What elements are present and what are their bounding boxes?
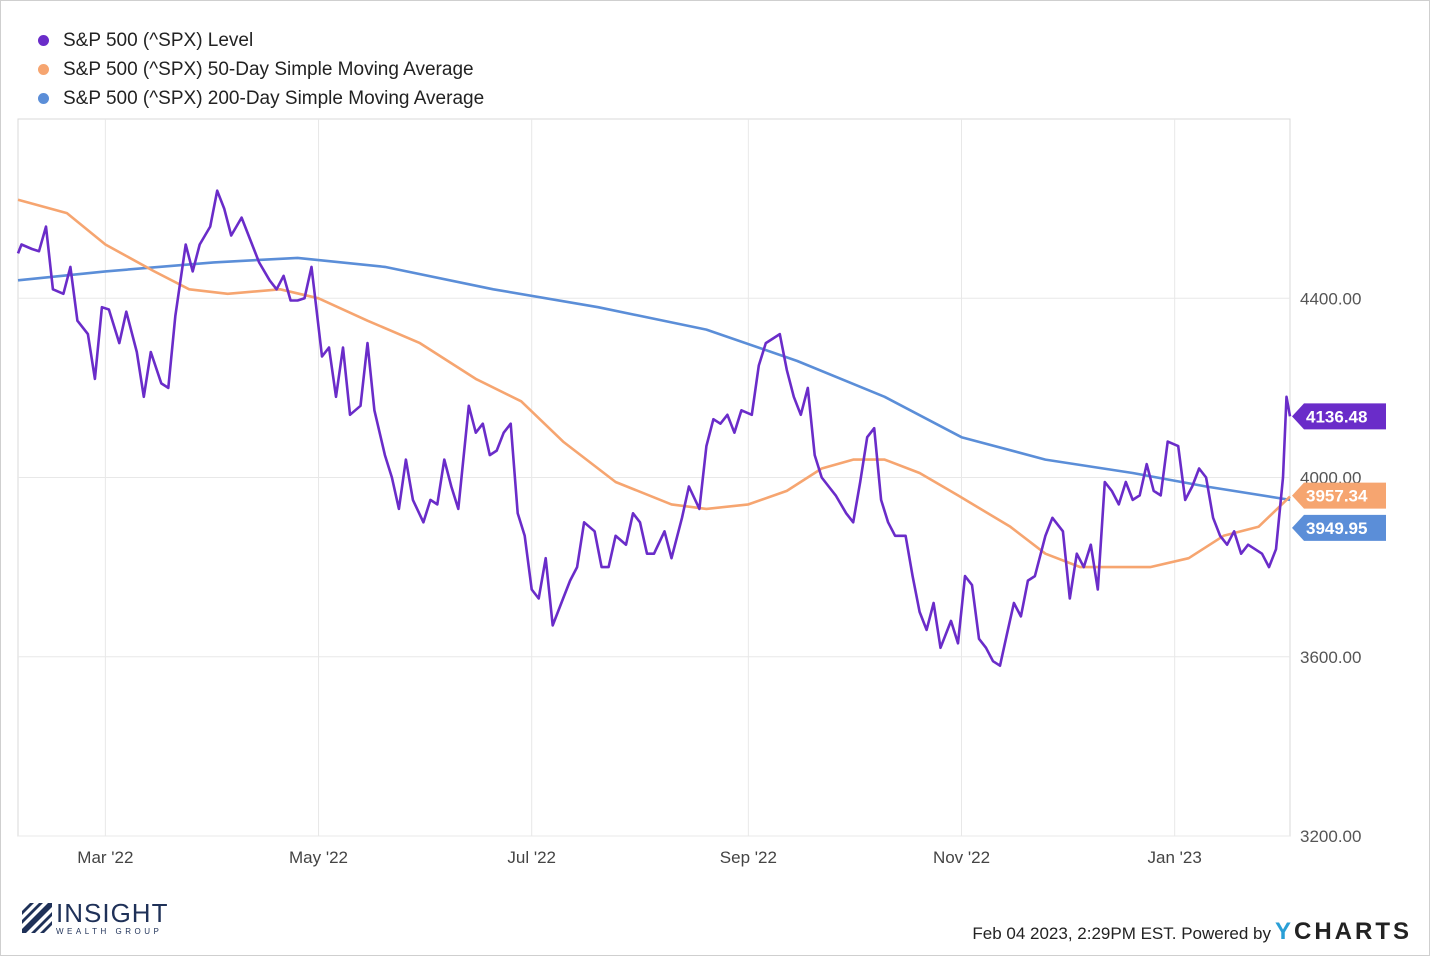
footer-attribution: Feb 04 2023, 2:29PM EST. Powered by YCHA… [972, 918, 1412, 946]
legend-label: S&P 500 (^SPX) Level [63, 29, 254, 51]
legend-dot-sma200 [38, 93, 49, 104]
series-line-1 [17, 198, 1291, 569]
brand-name: INSIGHT [56, 898, 169, 928]
timestamp: Feb 04 2023, 2:29PM EST. Powered by [972, 924, 1271, 943]
end-value-tag [1292, 514, 1386, 541]
x-tick-label: Jan '23 [1148, 848, 1202, 867]
end-value-tag [1292, 482, 1386, 509]
end-value-label: 4136.48 [1306, 407, 1367, 426]
x-tick-label: Nov '22 [933, 848, 990, 867]
insight-logo-icon [22, 903, 52, 933]
x-tick-label: May '22 [289, 848, 348, 867]
legend-dot-level [38, 35, 49, 46]
x-tick-label: Mar '22 [77, 848, 133, 867]
insight-logo: INSIGHT WEALTH GROUP [22, 900, 168, 936]
x-tick-label: Sep '22 [720, 848, 777, 867]
series-line-0 [16, 189, 1292, 667]
legend-label: S&P 500 (^SPX) 200-Day Simple Moving Ave… [63, 87, 485, 109]
legend-dot-sma50 [38, 64, 49, 75]
x-tick-label: Jul '22 [507, 848, 556, 867]
end-value-label: 3957.34 [1306, 487, 1368, 506]
brand-subtitle: WEALTH GROUP [56, 927, 163, 936]
legend: S&P 500 (^SPX) Level S&P 500 (^SPX) 50-D… [38, 26, 484, 113]
legend-item-level[interactable]: S&P 500 (^SPX) Level [38, 26, 484, 55]
end-value-tag [1292, 403, 1386, 430]
legend-item-sma200[interactable]: S&P 500 (^SPX) 200-Day Simple Moving Ave… [38, 84, 484, 113]
legend-item-sma50[interactable]: S&P 500 (^SPX) 50-Day Simple Moving Aver… [38, 55, 484, 84]
series-line-2 [17, 256, 1291, 502]
legend-label: S&P 500 (^SPX) 50-Day Simple Moving Aver… [63, 58, 474, 80]
y-tick-label: 3200.00 [1300, 827, 1361, 846]
y-tick-label: 4400.00 [1300, 289, 1361, 308]
y-tick-label: 3600.00 [1300, 648, 1361, 667]
ycharts-logo[interactable]: YCHARTS [1274, 918, 1412, 945]
end-value-label: 3949.95 [1306, 519, 1367, 538]
